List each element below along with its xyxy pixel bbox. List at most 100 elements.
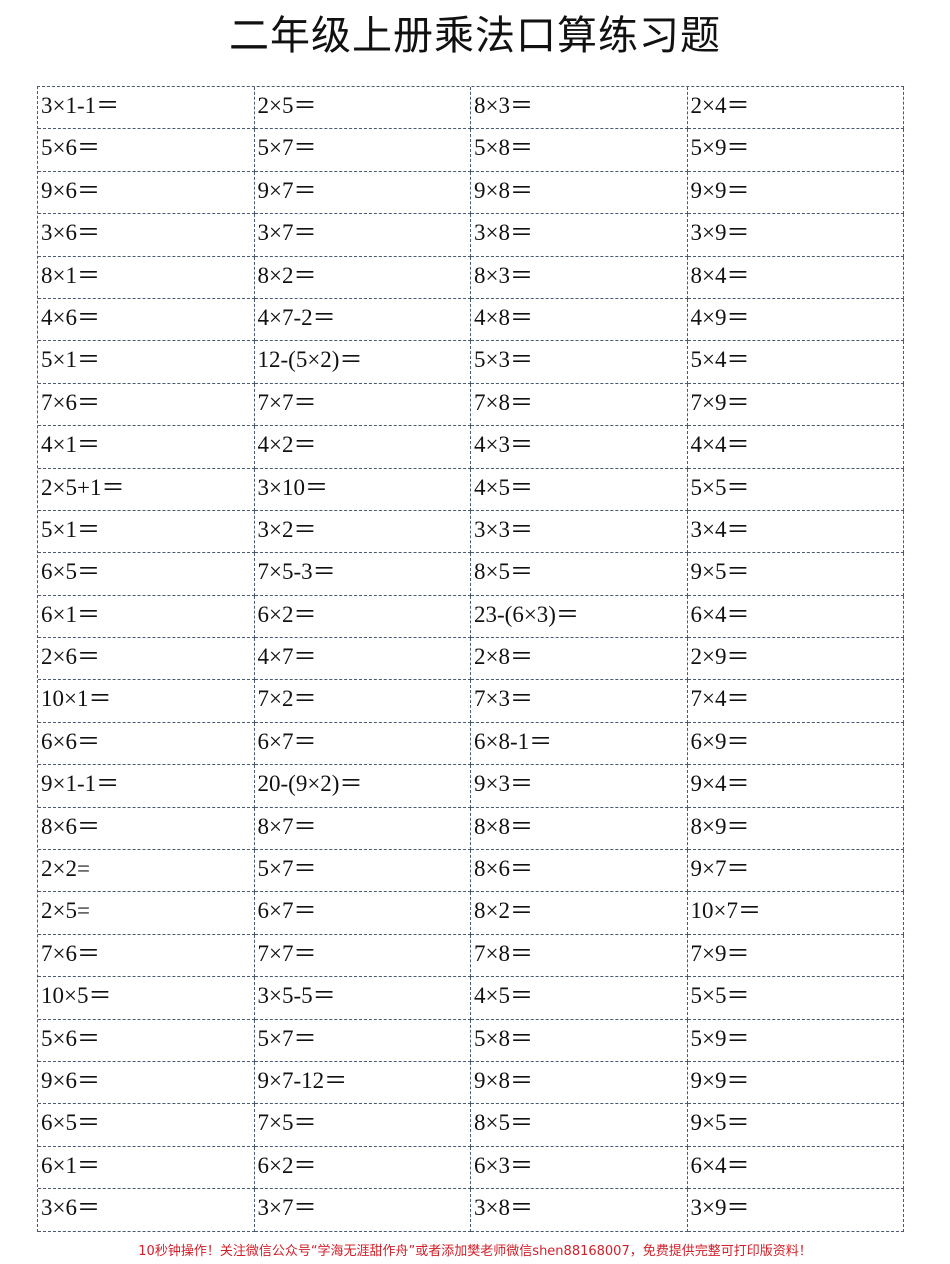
exercise-cell: 8×5＝ bbox=[471, 553, 688, 596]
table-row: 9×6＝ 9×7＝ 9×8＝ 9×9＝ bbox=[38, 171, 904, 215]
table-row: 3×6＝ 3×7＝ 3×8＝ 3×9＝ bbox=[38, 214, 904, 257]
exercise-cell: 5×5＝ bbox=[687, 468, 904, 511]
exercise-cell: 3×7＝ bbox=[254, 214, 471, 257]
exercise-cell: 12-(5×2)＝ bbox=[254, 341, 471, 384]
exercise-cell: 5×3＝ bbox=[471, 341, 688, 384]
exercise-cell: 6×9＝ bbox=[687, 722, 904, 766]
exercise-cell: 3×8＝ bbox=[471, 214, 688, 257]
exercise-cell: 8×3＝ bbox=[471, 256, 688, 299]
exercise-cell: 3×4＝ bbox=[687, 510, 904, 554]
exercise-table: 3×1-1＝ 2×5＝ 8×3＝ 2×4＝ 5×6＝ 5×7＝ 5×8＝ 5×9＝ 9×6＝ 9×… bbox=[37, 86, 904, 1232]
table-row: 5×1＝ 3×2＝ 3×3＝ 3×4＝ bbox=[38, 510, 904, 554]
exercise-cell: 8×6＝ bbox=[38, 807, 255, 851]
exercise-cell: 2×9＝ bbox=[687, 638, 904, 681]
exercise-cell: 6×3＝ bbox=[471, 1146, 688, 1190]
exercise-cell: 5×6＝ bbox=[38, 1019, 255, 1062]
footer-notice: 10秒钟操作！关注微信公众号“学海无涯甜作舟”或者添加樊老师微信shen8816… bbox=[138, 1244, 812, 1259]
exercise-cell: 3×1-1＝ bbox=[38, 87, 255, 130]
table-row: 8×1＝ 8×2＝ 8×3＝ 8×4＝ bbox=[38, 256, 904, 299]
table-row: 3×6＝ 3×7＝ 3×8＝ 3×9＝ bbox=[38, 1189, 904, 1232]
table-row: 4×6＝ 4×7-2＝ 4×8＝ 4×9＝ bbox=[38, 298, 904, 342]
exercise-cell: 2×6＝ bbox=[38, 638, 255, 681]
exercise-cell: 6×4＝ bbox=[687, 595, 904, 639]
exercise-cell: 9×1-1＝ bbox=[38, 765, 255, 808]
table-row: 8×6＝ 8×7＝ 8×8＝ 8×9＝ bbox=[38, 807, 904, 851]
exercise-cell: 7×6＝ bbox=[38, 934, 255, 978]
exercise-cell: 2×2= bbox=[38, 850, 255, 893]
exercise-cell: 9×8＝ bbox=[471, 1061, 688, 1105]
exercise-cell: 7×6＝ bbox=[38, 383, 255, 427]
exercise-cell: 4×5＝ bbox=[471, 977, 688, 1020]
table-row: 10×1＝ 7×2＝ 7×3＝ 7×4＝ bbox=[38, 680, 904, 723]
table-row: 5×6＝ 5×7＝ 5×8＝ 5×9＝ bbox=[38, 1019, 904, 1062]
table-row: 3×1-1＝ 2×5＝ 8×3＝ 2×4＝ bbox=[38, 87, 904, 130]
exercise-cell: 8×9＝ bbox=[687, 807, 904, 851]
exercise-cell: 5×5＝ bbox=[687, 977, 904, 1020]
exercise-cell: 6×2＝ bbox=[254, 595, 471, 639]
table-row: 2×2= 5×7＝ 8×6＝ 9×7＝ bbox=[38, 850, 904, 893]
table-row: 6×5＝ 7×5＝ 8×5＝ 9×5＝ bbox=[38, 1104, 904, 1147]
exercise-cell: 8×2＝ bbox=[254, 256, 471, 299]
exercise-cell: 9×8＝ bbox=[471, 171, 688, 215]
exercise-cell: 3×9＝ bbox=[687, 1189, 904, 1232]
exercise-cell: 9×7＝ bbox=[254, 171, 471, 215]
table-row: 2×5+1＝ 3×10＝ 4×5＝ 5×5＝ bbox=[38, 468, 904, 511]
exercise-cell: 4×9＝ bbox=[687, 298, 904, 342]
exercise-cell: 4×3＝ bbox=[471, 426, 688, 469]
exercise-cell: 6×7＝ bbox=[254, 722, 471, 766]
exercise-cell: 8×5＝ bbox=[471, 1104, 688, 1147]
exercise-cell: 6×5＝ bbox=[38, 1104, 255, 1147]
exercise-cell: 4×1＝ bbox=[38, 426, 255, 469]
exercise-cell: 5×6＝ bbox=[38, 129, 255, 172]
exercise-cell: 4×2＝ bbox=[254, 426, 471, 469]
exercise-cell: 2×8＝ bbox=[471, 638, 688, 681]
table-row: 9×1-1＝ 20-(9×2)＝ 9×3＝ 9×4＝ bbox=[38, 765, 904, 808]
exercise-cell: 8×7＝ bbox=[254, 807, 471, 851]
exercise-cell: 5×1＝ bbox=[38, 341, 255, 384]
table-row: 9×6＝ 9×7-12＝ 9×8＝ 9×9＝ bbox=[38, 1061, 904, 1105]
table-row: 6×5＝ 7×5-3＝ 8×5＝ 9×5＝ bbox=[38, 553, 904, 596]
exercise-cell: 3×2＝ bbox=[254, 510, 471, 554]
exercise-cell: 7×5＝ bbox=[254, 1104, 471, 1147]
page-title: 二年级上册乘法口算练习题 bbox=[229, 13, 721, 59]
exercise-cell: 3×10＝ bbox=[254, 468, 471, 511]
exercise-cell: 6×2＝ bbox=[254, 1146, 471, 1190]
exercise-cell: 9×9＝ bbox=[687, 1061, 904, 1105]
exercise-cell: 3×6＝ bbox=[38, 214, 255, 257]
exercise-cell: 7×5-3＝ bbox=[254, 553, 471, 596]
exercise-cell: 2×4＝ bbox=[687, 87, 904, 130]
exercise-cell: 3×3＝ bbox=[471, 510, 688, 554]
table-row: 6×6＝ 6×7＝ 6×8-1＝ 6×9＝ bbox=[38, 722, 904, 766]
exercise-cell: 6×5＝ bbox=[38, 553, 255, 596]
exercise-cell: 5×8＝ bbox=[471, 129, 688, 172]
exercise-cell: 7×9＝ bbox=[687, 934, 904, 978]
exercise-cell: 23-(6×3)＝ bbox=[471, 595, 688, 639]
exercise-cell: 9×6＝ bbox=[38, 171, 255, 215]
exercise-cell: 2×5+1＝ bbox=[38, 468, 255, 511]
exercise-cell: 5×7＝ bbox=[254, 1019, 471, 1062]
exercise-cell: 9×7＝ bbox=[687, 850, 904, 893]
exercise-cell: 8×6＝ bbox=[471, 850, 688, 893]
exercise-cell: 7×8＝ bbox=[471, 383, 688, 427]
table-row: 2×5= 6×7＝ 8×2＝ 10×7＝ bbox=[38, 892, 904, 935]
exercise-cell: 7×9＝ bbox=[687, 383, 904, 427]
exercise-cell: 9×4＝ bbox=[687, 765, 904, 808]
exercise-cell: 2×5= bbox=[38, 892, 255, 935]
table-row: 6×1＝ 6×2＝ 23-(6×3)＝ 6×4＝ bbox=[38, 595, 904, 639]
exercise-cell: 4×6＝ bbox=[38, 298, 255, 342]
exercise-cell: 10×5＝ bbox=[38, 977, 255, 1020]
table-row: 6×1＝ 6×2＝ 6×3＝ 6×4＝ bbox=[38, 1146, 904, 1190]
exercise-cell: 7×7＝ bbox=[254, 934, 471, 978]
exercise-cell: 8×4＝ bbox=[687, 256, 904, 299]
exercise-cell: 10×7＝ bbox=[687, 892, 904, 935]
exercise-cell: 6×1＝ bbox=[38, 1146, 255, 1190]
exercise-cell: 4×4＝ bbox=[687, 426, 904, 469]
exercise-cell: 5×4＝ bbox=[687, 341, 904, 384]
exercise-cell: 6×1＝ bbox=[38, 595, 255, 639]
exercise-cell: 5×7＝ bbox=[254, 129, 471, 172]
exercise-cell: 20-(9×2)＝ bbox=[254, 765, 471, 808]
exercise-cell: 2×5＝ bbox=[254, 87, 471, 130]
table-row: 10×5＝ 3×5-5＝ 4×5＝ 5×5＝ bbox=[38, 977, 904, 1020]
exercise-cell: 3×6＝ bbox=[38, 1189, 255, 1232]
exercise-cell: 6×8-1＝ bbox=[471, 722, 688, 766]
